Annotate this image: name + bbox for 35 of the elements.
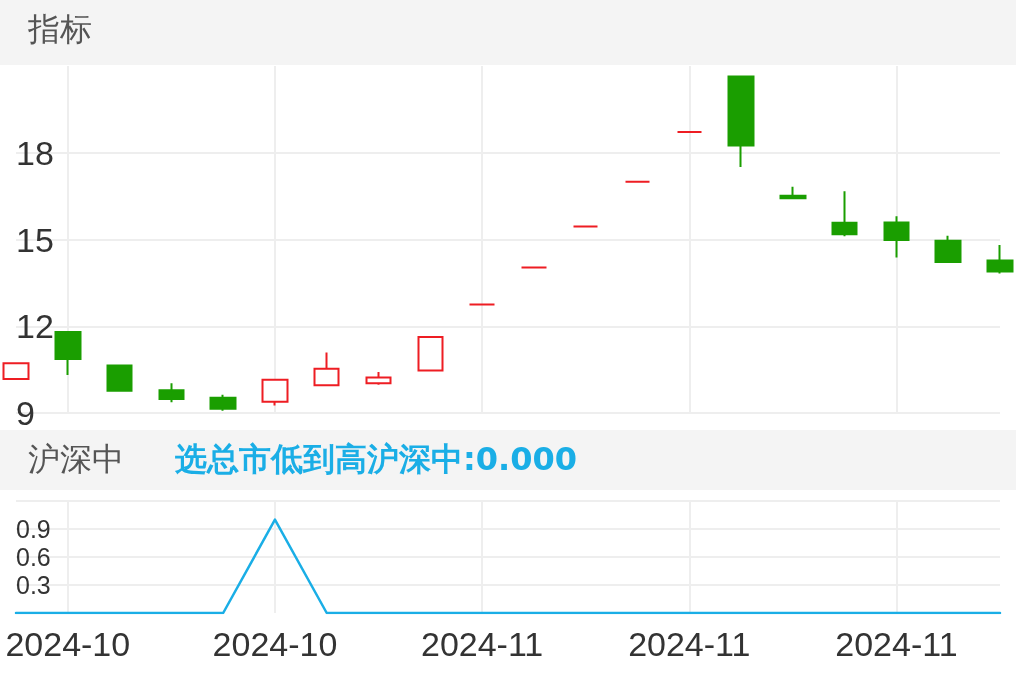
x-tick-label: 2024-11 <box>628 625 751 663</box>
candlestick <box>261 378 289 407</box>
chart-title: 沪深中 <box>28 440 124 478</box>
candlestick <box>572 225 599 228</box>
candlestick <box>2 362 30 380</box>
candlestick <box>54 331 82 377</box>
y-tick-label: 12 <box>16 307 54 346</box>
candlestick <box>365 370 392 386</box>
candlestick <box>417 335 444 372</box>
y-tick-label: 0.3 <box>16 571 51 599</box>
y-tick-label: 15 <box>16 220 54 259</box>
candlestick <box>520 266 548 269</box>
candlestick <box>883 215 910 259</box>
text: 选总市低到高沪深中:0.000 <box>174 440 578 478</box>
candlestick <box>624 180 651 183</box>
y-tick-label: 0.9 <box>16 515 51 543</box>
x-tick-label: 2024-11 <box>835 625 958 663</box>
candlestick <box>727 75 755 168</box>
candlestick <box>158 382 185 404</box>
x-tick-label: 2024-10 <box>5 625 131 663</box>
y-tick-label: 0.6 <box>16 543 51 571</box>
candlestick <box>676 130 703 133</box>
candlestick <box>468 303 496 306</box>
candlestick <box>313 351 340 387</box>
candlestick <box>986 243 1014 275</box>
x-tick-label: 2024-11 <box>420 625 544 663</box>
x-tick-label: 2024-10 <box>212 625 338 663</box>
candlestick <box>779 185 807 200</box>
candlestick <box>831 190 858 238</box>
candlestick <box>209 393 237 412</box>
y-tick-label: 9 <box>16 394 35 432</box>
candlestick <box>934 234 962 264</box>
candlestick <box>106 364 133 392</box>
y-tick-label: 18 <box>16 133 54 172</box>
chart-title: 指标 <box>27 10 92 48</box>
